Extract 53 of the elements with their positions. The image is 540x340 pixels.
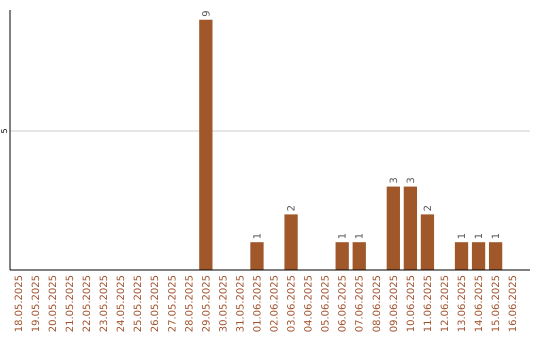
x-tick-label: 16.06.2025	[508, 275, 520, 332]
x-tick-label: 02.06.2025	[270, 275, 281, 332]
x-tick-label: 27.05.2025	[167, 275, 178, 332]
x-tick-label: 29.05.2025	[201, 275, 212, 332]
x-tick-label: 25.05.2025	[133, 275, 144, 332]
x-tick-label: 22.05.2025	[82, 275, 94, 332]
data-label: 1	[457, 232, 468, 240]
bar	[284, 214, 298, 270]
x-tick-label: 28.05.2025	[184, 275, 196, 332]
bar	[488, 242, 502, 270]
bar	[336, 242, 349, 270]
x-tick-label: 04.06.2025	[304, 275, 315, 332]
x-tick-label: 12.06.2025	[440, 275, 451, 332]
bar	[386, 186, 400, 270]
x-tick-label: 14.06.2025	[474, 275, 486, 332]
x-tick-label: 21.05.2025	[64, 275, 76, 332]
x-tick-label: 08.06.2025	[372, 275, 383, 332]
x-tick-label: 01.06.2025	[252, 275, 264, 332]
x-tick-label: 26.05.2025	[150, 275, 162, 332]
x-tick-label: 07.06.2025	[354, 275, 366, 332]
bar	[454, 242, 468, 270]
x-tick-label: 23.05.2025	[99, 275, 110, 332]
x-tick-label: 30.05.2025	[218, 275, 230, 332]
bar	[352, 242, 366, 270]
x-tick-label: 06.06.2025	[338, 275, 349, 332]
x-tick-label: 18.05.2025	[14, 275, 25, 332]
data-label: 9	[201, 10, 212, 17]
x-tick-label: 13.06.2025	[457, 275, 468, 332]
data-label: 1	[474, 232, 486, 240]
x-tick-label: 15.06.2025	[491, 275, 502, 332]
x-tick-label: 20.05.2025	[48, 275, 59, 332]
data-label: 2	[422, 205, 434, 212]
bar	[250, 242, 264, 270]
x-tick-label: 19.05.2025	[30, 275, 42, 332]
data-label: 2	[286, 205, 298, 212]
y-tick-label: 5	[0, 128, 9, 134]
data-label: 1	[491, 232, 502, 240]
x-tick-label: 03.06.2025	[286, 275, 298, 332]
bar	[420, 214, 434, 270]
x-tick-label: 11.06.2025	[422, 275, 434, 332]
x-tick-label: 24.05.2025	[116, 275, 128, 332]
data-label: 3	[388, 177, 400, 184]
data-label: 3	[406, 177, 417, 184]
data-label: 1	[252, 232, 264, 240]
data-label: 1	[338, 232, 349, 240]
x-tick-label: 09.06.2025	[388, 275, 400, 332]
x-tick-label: 31.05.2025	[235, 275, 246, 332]
bar	[404, 186, 418, 270]
bar	[472, 242, 486, 270]
x-tick-label: 05.06.2025	[320, 275, 332, 332]
data-label: 1	[354, 232, 366, 240]
x-tick-label: 10.06.2025	[406, 275, 417, 332]
bar	[199, 20, 212, 270]
